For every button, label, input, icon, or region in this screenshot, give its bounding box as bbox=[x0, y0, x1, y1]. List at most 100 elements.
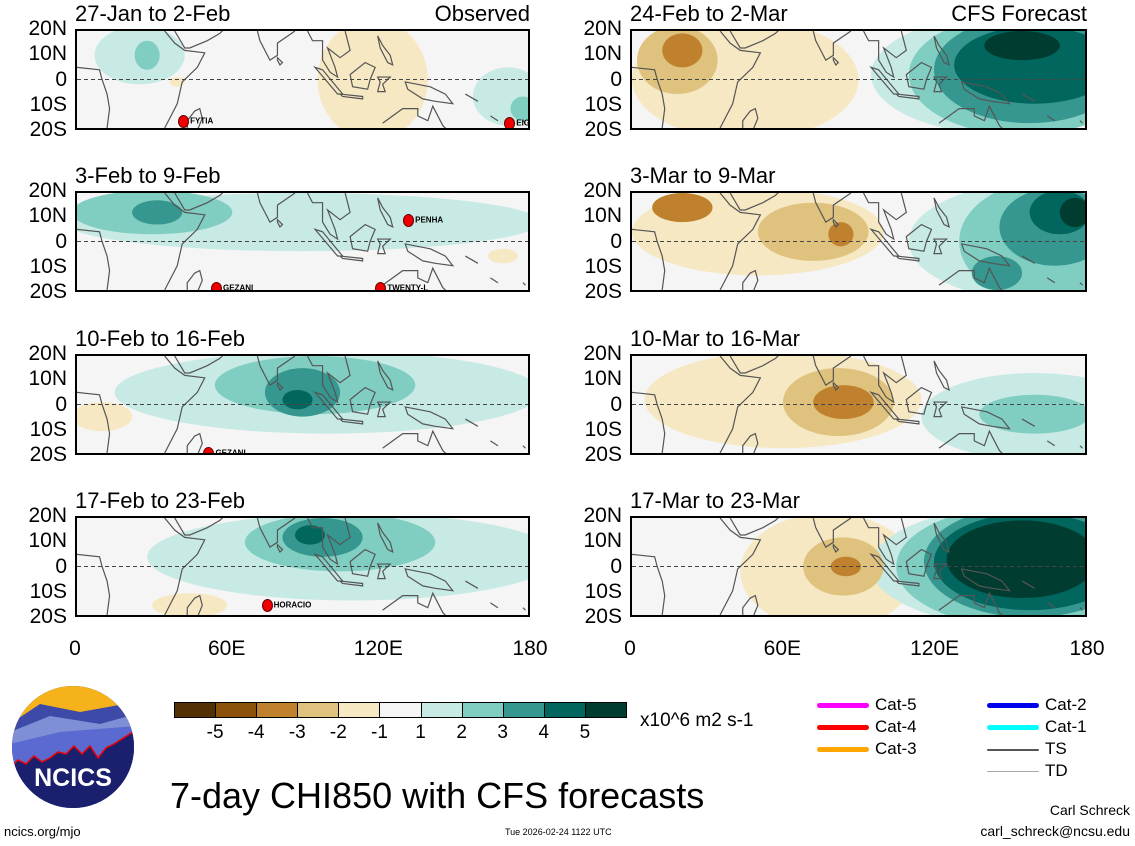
footer-author: Carl Schreck bbox=[1049, 802, 1130, 818]
y-tick-label: 10N bbox=[583, 367, 622, 391]
negative-anomaly-region bbox=[662, 33, 703, 68]
track-legend-label: TS bbox=[1045, 739, 1067, 758]
negative-anomaly-region bbox=[77, 402, 133, 432]
map-panel bbox=[630, 29, 1087, 130]
map-panel bbox=[630, 191, 1087, 292]
y-tick-label: 10N bbox=[28, 529, 67, 553]
y-tick-label: 20N bbox=[28, 179, 67, 202]
anomaly-map bbox=[632, 518, 1085, 615]
storm-marker: EIGHTEEN bbox=[504, 117, 530, 129]
storm-marker: GEZANI bbox=[203, 447, 246, 453]
y-tick-label: 20S bbox=[584, 605, 622, 628]
y-tick-label: 20N bbox=[28, 504, 67, 527]
panel-source-label: Observed bbox=[434, 1, 530, 26]
panel-period-title: 3-Mar to 9-Mar bbox=[630, 163, 776, 188]
positive-anomaly-region bbox=[134, 40, 160, 70]
y-tick-label: 0 bbox=[610, 229, 622, 253]
negative-anomaly-region bbox=[169, 77, 185, 87]
track-legend-label: Cat-3 bbox=[875, 739, 917, 758]
colorbar-label: 2 bbox=[456, 722, 467, 743]
track-legend-label: Cat-4 bbox=[875, 717, 917, 736]
panel-period-title: 17-Mar to 23-Mar bbox=[630, 488, 800, 513]
y-tick-label: 10S bbox=[584, 254, 622, 278]
hurricane-icon bbox=[504, 117, 516, 128]
y-tick-label: 0 bbox=[610, 392, 622, 416]
colorbar-swatch bbox=[543, 702, 586, 718]
negative-anomaly-region bbox=[652, 193, 713, 223]
anomaly-map bbox=[632, 193, 1085, 290]
storm-name: PENHA bbox=[415, 215, 444, 225]
colorbar-label: -2 bbox=[329, 722, 347, 743]
y-tick-label: 20N bbox=[28, 17, 67, 40]
negative-anomaly-region bbox=[813, 385, 874, 420]
y-tick-label: 10N bbox=[583, 42, 622, 66]
panel-period-title: 10-Mar to 16-Mar bbox=[630, 326, 800, 351]
y-tick-label: 10S bbox=[584, 92, 622, 116]
x-tick-label: 0 bbox=[69, 637, 81, 660]
y-tick-label: 10N bbox=[28, 204, 67, 228]
y-tick-label: 20N bbox=[583, 17, 622, 40]
y-tick-label: 20N bbox=[28, 342, 67, 365]
y-tick-label: 10S bbox=[584, 579, 622, 603]
footer-timestamp: Tue 2026-02-24 1122 UTC bbox=[505, 827, 612, 837]
footer-url[interactable]: ncics.org/mjo bbox=[4, 824, 81, 839]
colorbar-label: -3 bbox=[288, 722, 306, 743]
y-tick-label: 20N bbox=[583, 504, 622, 527]
colorbar-label: 5 bbox=[579, 722, 591, 743]
track-legend-label: Cat-1 bbox=[1045, 717, 1087, 736]
storm-name: GEZANI bbox=[223, 283, 254, 292]
track-legend-label: Cat-5 bbox=[875, 695, 917, 714]
colorbar-label: -4 bbox=[247, 722, 265, 743]
track-legend-line bbox=[817, 703, 869, 708]
colorbar-label: 4 bbox=[538, 722, 550, 743]
hurricane-icon bbox=[403, 213, 415, 227]
y-tick-label: 20S bbox=[29, 605, 67, 628]
colorbar-label: -5 bbox=[206, 722, 224, 743]
x-tick-label: 180 bbox=[1069, 637, 1105, 660]
y-tick-label: 10N bbox=[28, 42, 67, 66]
storm-name: FYTIA bbox=[190, 116, 214, 126]
x-tick-label: 0 bbox=[624, 637, 636, 660]
colorbar-swatch bbox=[502, 702, 545, 718]
x-tick-label: 60E bbox=[763, 637, 802, 660]
negative-anomaly-region bbox=[487, 248, 518, 264]
y-tick-label: 10S bbox=[29, 579, 67, 603]
colorbar-label: 3 bbox=[497, 722, 508, 743]
colorbar-swatch bbox=[584, 702, 627, 718]
x-tick-label: 60E bbox=[207, 637, 246, 660]
footer-email[interactable]: carl_schreck@ncsu.edu bbox=[980, 823, 1130, 839]
track-legend-line bbox=[987, 749, 1039, 751]
y-tick-label: 10N bbox=[28, 367, 67, 391]
positive-anomaly-region bbox=[282, 389, 313, 410]
storm-name: EIGHTEEN bbox=[516, 119, 530, 129]
track-legend-line bbox=[817, 747, 869, 752]
panel-period-title: 24-Feb to 2-Mar bbox=[630, 1, 788, 26]
anomaly-map bbox=[77, 518, 528, 615]
storm-marker: PENHA bbox=[403, 213, 444, 227]
x-tick-label: 180 bbox=[512, 637, 548, 660]
figure-title: 7-day CHI850 with CFS forecasts bbox=[170, 775, 705, 816]
colorbar-label: -1 bbox=[371, 722, 388, 743]
y-tick-label: 10N bbox=[583, 204, 622, 228]
map-panel bbox=[630, 354, 1087, 455]
map-panel: PENHA GEZANI TWENTY-L bbox=[75, 191, 530, 292]
y-tick-label: 20S bbox=[29, 118, 67, 141]
track-legend-line bbox=[987, 725, 1039, 730]
hurricane-icon bbox=[261, 599, 273, 613]
panel-period-title: 3-Feb to 9-Feb bbox=[75, 163, 221, 188]
y-tick-label: 20S bbox=[29, 443, 67, 466]
y-tick-label: 20S bbox=[29, 280, 67, 303]
colorbar-swatch bbox=[461, 702, 504, 718]
panel-period-title: 10-Feb to 16-Feb bbox=[75, 326, 245, 351]
colorbar-units: x10^6 m2 s-1 bbox=[640, 710, 754, 731]
positive-anomaly-region bbox=[946, 520, 1085, 599]
y-tick-label: 10S bbox=[29, 92, 67, 116]
colorbar-swatch bbox=[297, 702, 340, 718]
negative-anomaly-region bbox=[828, 222, 854, 247]
y-tick-label: 20S bbox=[584, 280, 622, 303]
hurricane-icon bbox=[178, 114, 190, 128]
map-panel: GEZANI bbox=[75, 354, 530, 455]
x-tick-label: 120E bbox=[910, 637, 960, 660]
colorbar-swatch bbox=[215, 702, 258, 718]
storm-marker: FYTIA bbox=[178, 114, 214, 128]
